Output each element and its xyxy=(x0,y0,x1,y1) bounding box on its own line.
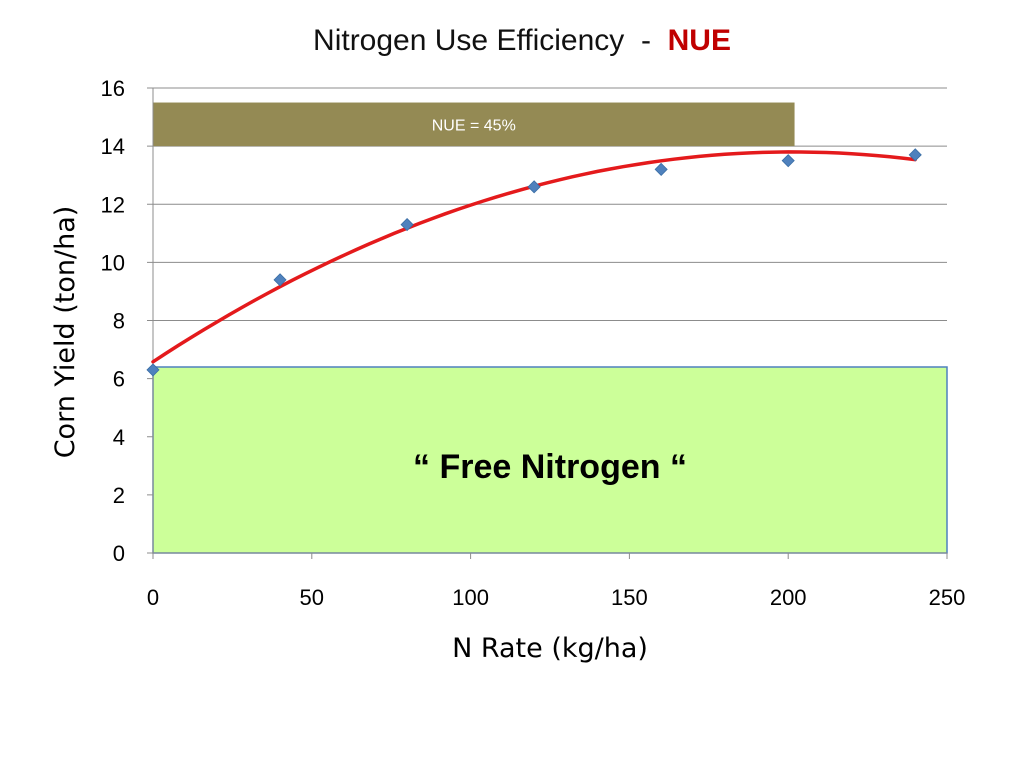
y-tick-labels: 0 2 4 6 8 10 12 14 16 xyxy=(101,76,125,566)
data-point-6 xyxy=(908,148,922,162)
data-point-5 xyxy=(781,154,795,168)
free-nitrogen-box xyxy=(152,366,948,554)
x-tick-labels: 0 50 100 150 200 250 xyxy=(147,585,965,610)
y-tick-label-12: 12 xyxy=(101,192,125,217)
y-tick-label-6: 6 xyxy=(113,367,125,392)
free-nitrogen-label: “ Free Nitrogen “ xyxy=(413,448,687,486)
y-tick-label-2: 2 xyxy=(113,483,125,508)
slide-title: Nitrogen Use Efficiency - NUE xyxy=(0,24,1024,58)
y-axis-label: Corn Yield (ton/ha) xyxy=(50,206,81,459)
nue-band xyxy=(153,102,795,147)
y-tick-label-8: 8 xyxy=(113,309,125,334)
annotation-layer: NUE = 45% “ Free Nitrogen “ xyxy=(152,102,948,554)
nue-band-label: NUE = 45% xyxy=(432,117,516,134)
x-tick-label-150: 150 xyxy=(611,585,648,610)
data-point-3 xyxy=(527,180,541,194)
title-main: Nitrogen Use Efficiency - xyxy=(313,24,668,57)
data-point-1 xyxy=(273,273,287,287)
x-tick-label-50: 50 xyxy=(300,585,324,610)
data-point-2 xyxy=(400,218,414,232)
y-tick-label-10: 10 xyxy=(101,250,125,275)
y-tick-label-4: 4 xyxy=(113,425,125,450)
x-tick-label-100: 100 xyxy=(452,585,489,610)
axes xyxy=(147,87,948,559)
data-point-0 xyxy=(146,363,160,377)
data-point-4 xyxy=(654,162,668,176)
title-accent: NUE xyxy=(667,24,731,57)
y-tick-label-14: 14 xyxy=(101,134,125,159)
x-tick-label-0: 0 xyxy=(147,585,159,610)
y-tick-label-0: 0 xyxy=(113,541,125,566)
x-tick-label-250: 250 xyxy=(929,585,966,610)
y-tick-label-16: 16 xyxy=(101,76,125,101)
x-tick-label-200: 200 xyxy=(770,585,807,610)
data-series xyxy=(146,148,922,377)
x-axis-label: N Rate (kg/ha) xyxy=(452,633,648,664)
